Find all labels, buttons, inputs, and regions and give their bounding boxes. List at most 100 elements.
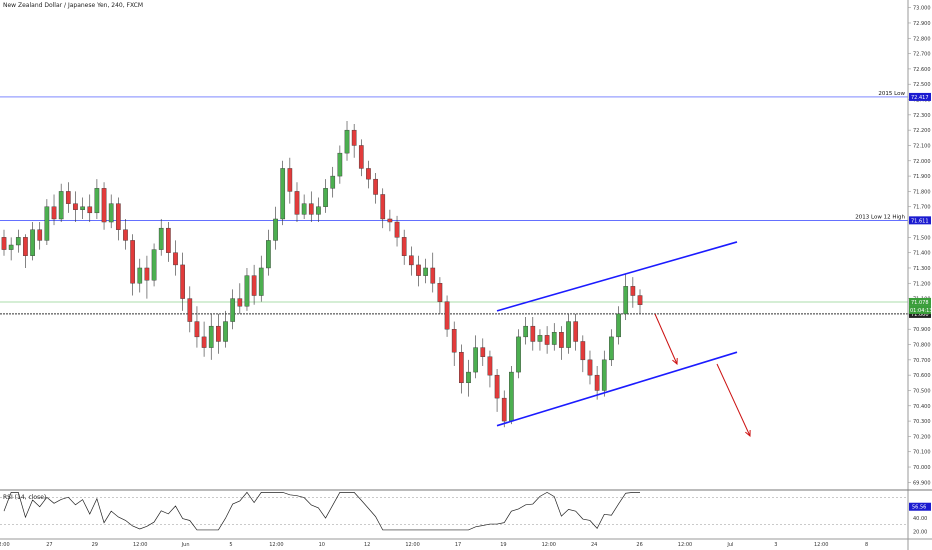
price-tick-label: 70.600 [913, 373, 931, 379]
rsi-label: RSI (14, close) [3, 494, 47, 501]
candle-body [451, 329, 457, 353]
time-tick-label: 3 [774, 542, 777, 548]
candle-body [630, 286, 636, 296]
price-tick-label: 72.300 [913, 113, 931, 119]
candle-body [316, 206, 321, 215]
time-tick-label: 27 [46, 542, 52, 548]
candle-body [101, 188, 107, 223]
candle-body [23, 237, 28, 256]
time-tick-label: Jun [181, 542, 190, 548]
rsi-value-box [909, 502, 931, 511]
candle-body [151, 249, 157, 281]
rsi-pane: 40.00 20.00 [0, 491, 927, 535]
candle-body [337, 152, 343, 177]
candle-body [115, 203, 121, 230]
candle-body [251, 275, 257, 296]
time-tick-label: 12:00 [678, 542, 692, 548]
candle-body [373, 178, 378, 195]
price-tick-label: 70.000 [913, 465, 931, 471]
candle-body [573, 321, 579, 342]
candle-body [137, 267, 143, 284]
candle-body [437, 283, 443, 302]
price-tick-label: 72.600 [913, 67, 931, 73]
candle-body [123, 229, 128, 241]
time-tick-label: 24 [591, 542, 597, 548]
candle-body [194, 321, 200, 338]
candle-body [8, 244, 14, 250]
price-tag-text: 71.611 [911, 218, 929, 224]
candle-body [366, 168, 371, 180]
candle-body [44, 206, 50, 241]
candle-body [544, 335, 550, 345]
candle-body [330, 175, 336, 189]
countdown-text: 01:04:13 [910, 308, 932, 314]
candle-body [73, 203, 78, 210]
candle-body [494, 374, 500, 399]
price-tag-text: 71.000 [911, 312, 929, 318]
candle-body [30, 229, 35, 256]
time-tick-label: 17 [455, 542, 461, 548]
candle-body [180, 264, 185, 299]
price-channel[interactable] [496, 241, 738, 427]
time-tick-label: 12:00 [814, 542, 828, 548]
candle-body [430, 267, 436, 284]
price-tick-label: 70.900 [913, 327, 931, 333]
candle-body [80, 206, 85, 210]
candle-body [580, 341, 586, 361]
candle-body [94, 188, 100, 214]
candle-body [223, 321, 228, 342]
candle-body [501, 397, 507, 422]
price-tag-text: 72.417 [911, 95, 929, 101]
price-tick-label: 72.800 [913, 36, 931, 42]
forecast-arrow-2-shaft [716, 363, 751, 437]
time-tick-label: 2:00 [0, 542, 10, 548]
candle-body [244, 275, 250, 307]
channel-lower-line [496, 351, 738, 427]
time-tick-label: Jul [726, 542, 733, 548]
time-tick-label: 12:00 [133, 542, 147, 548]
candle-body [351, 129, 357, 146]
price-axis[interactable]: 73.000 72.900 72.800 72.700 72.600 72.500 72.4… [907, 0, 931, 550]
forecast-arrow-1-head [672, 357, 678, 366]
candle-body [566, 321, 571, 348]
time-tick-label: 12:00 [542, 542, 556, 548]
candle-body [473, 347, 478, 373]
candle-body [266, 240, 271, 269]
candle-body [258, 267, 264, 296]
candle-body [65, 191, 71, 204]
candle-body [416, 264, 421, 276]
price-tick-label: 73.000 [913, 6, 931, 12]
time-tick-label: 19 [500, 542, 506, 548]
price-tick-label: 70.100 [913, 450, 931, 456]
candle-body [587, 359, 593, 376]
candle-body [166, 227, 171, 253]
price-tag-box [909, 216, 931, 225]
candle-body [444, 301, 450, 330]
candle-body [459, 351, 464, 384]
rsi-line [3, 491, 640, 531]
time-tick-label: 12 [364, 542, 370, 548]
candle-body [516, 336, 521, 373]
forecast-arrows[interactable] [654, 313, 751, 438]
candle-body [216, 325, 221, 342]
candle-body [480, 347, 486, 357]
candle-body [530, 325, 536, 342]
candle-body [344, 129, 350, 154]
price-tick-label: 72.900 [913, 21, 931, 27]
price-tick-label: 71.500 [913, 235, 931, 241]
price-tick-label: 72.100 [913, 143, 931, 149]
candle-body [637, 295, 643, 305]
time-axis[interactable]: 2:00 27 29 12:00 Jun 5 12:00 10 12 12:00 17 19 12:00… [0, 489, 932, 548]
time-tick-label: 29 [92, 542, 98, 548]
level-label: 2013 Low 12 High [855, 214, 905, 220]
forecast-arrow-2-head [745, 429, 751, 438]
price-tag-text: 71.078 [911, 300, 929, 306]
candle-body [201, 336, 207, 348]
price-tick-label: 70.500 [913, 388, 931, 394]
time-tick-label: 5 [229, 542, 232, 548]
candle-body [387, 218, 393, 223]
rsi-tick-label: 20.00 [913, 529, 927, 535]
candle-body [130, 240, 135, 284]
